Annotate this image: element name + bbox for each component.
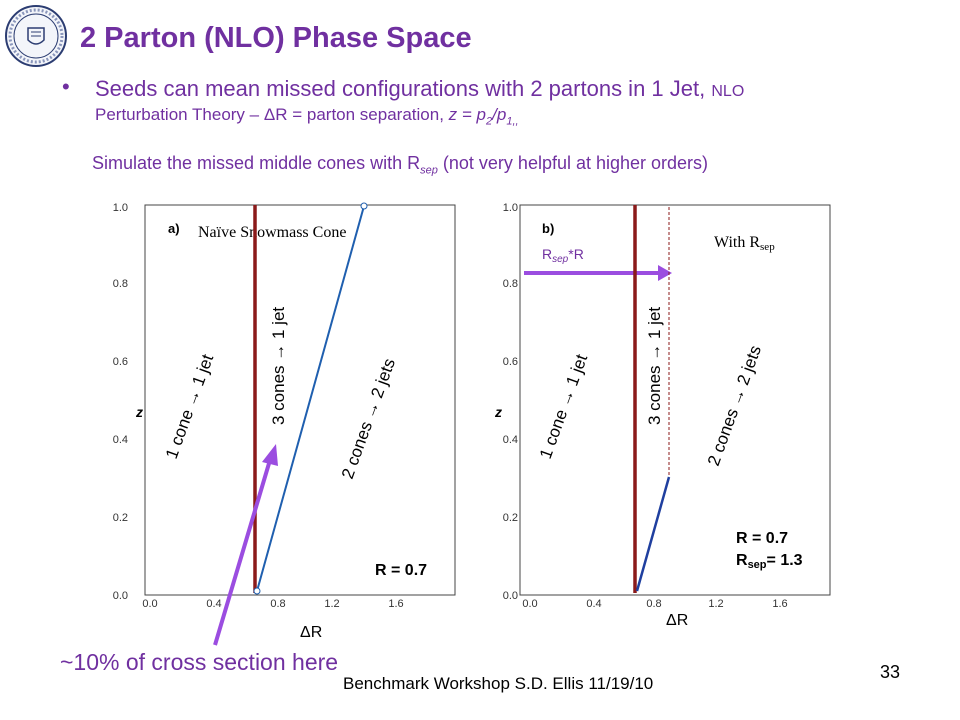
simulate-text: Simulate the missed middle cones with R	[92, 153, 421, 173]
bullet-main-text: Seeds can mean missed configurations wit…	[95, 76, 706, 101]
cross-section-arrow	[213, 444, 278, 646]
plot-b-rsep-sub: sep	[552, 254, 569, 265]
cross-section-arrow-shaft	[213, 459, 272, 646]
plot-b-ytick: 0.0	[503, 590, 518, 602]
page-number: 33	[880, 662, 901, 682]
plot-b-xtick: 0.8	[646, 598, 661, 610]
plot-a-title: Naïve Snowmass Cone	[198, 224, 346, 241]
bullet-marker: •	[62, 74, 70, 99]
plot-b-frame	[519, 204, 831, 596]
bullet-delta-r: ΔR	[263, 105, 288, 124]
plot-b-r-value: R = 0.7	[736, 530, 788, 547]
plot-a-ytick: 0.4	[113, 434, 128, 446]
plot-b-ytick: 0.8	[503, 278, 518, 290]
plot-a-ytick: 0.2	[113, 512, 128, 524]
plot-a-r-value: R = 0.7	[375, 562, 427, 579]
plot-a-ytick: 0.6	[113, 356, 128, 368]
plot-a-xtick: 0.0	[142, 598, 157, 610]
plot-b-xtick: 1.2	[708, 598, 723, 610]
plot-b-diagonal-boundary	[635, 476, 671, 592]
plot-a: z 0.0 0.2 0.4 0.6 0.8 1.0 0.0 0.4 0.8 1.…	[113, 202, 456, 610]
bullet-sub-1: 1,,	[506, 115, 519, 128]
plot-a-endpoint-top	[360, 202, 368, 210]
plot-b-region-3cones: 3 cones → 1 jet	[645, 307, 664, 425]
plot-a-panel-label: a)	[168, 221, 180, 236]
plot-b-rsep-value-sub: sep	[748, 559, 767, 571]
cross-section-note: ~10% of cross section here	[60, 649, 339, 675]
bullet-perturbation-text: Perturbation Theory –	[95, 105, 260, 124]
simulate-line: Simulate the missed middle cones with Rs…	[92, 153, 708, 177]
plot-b-title-main: With R	[714, 234, 760, 251]
plot-b-xtick: 1.6	[772, 598, 787, 610]
plot-a-endpoint-bottom	[253, 587, 261, 595]
plot-b-rsep-label: Rsep*R	[542, 246, 584, 265]
plot-a-ylabel: z	[135, 404, 143, 420]
bullet-slash-p: /p	[492, 105, 507, 124]
university-seal-logo	[5, 5, 67, 67]
bullet-separation-text: = parton separation,	[292, 105, 444, 124]
plot-a-diagonal-boundary	[256, 205, 365, 592]
plot-a-xtick: 0.8	[270, 598, 285, 610]
bullet-nlo-text: NLO	[711, 83, 745, 100]
plot-b-ylabel: z	[494, 404, 502, 420]
plot-b-xtick: 0.4	[586, 598, 601, 610]
slide-footer: Benchmark Workshop S.D. Ellis 11/19/10	[343, 674, 654, 693]
plot-b-title: With Rsep	[714, 234, 775, 253]
plot-a-ytick: 0.8	[113, 278, 128, 290]
simulate-note: (not very helpful at higher orders)	[442, 153, 709, 173]
plot-b-rsep-value: Rsep= 1.3	[736, 552, 803, 571]
plot-b-rsep-value-r: R	[736, 552, 748, 569]
plot-a-xtick: 1.6	[388, 598, 403, 610]
plot-b-rsep-r2: *R	[568, 246, 584, 262]
plot-a-frame	[144, 204, 456, 596]
plot-b-panel-label: b)	[542, 221, 554, 236]
plot-b-ytick: 0.6	[503, 356, 518, 368]
cross-section-arrowhead	[262, 444, 278, 466]
plot-b-rsep-value-num: = 1.3	[767, 552, 803, 569]
bullet-sub-2: 2	[486, 115, 493, 128]
bullet-z-formula: z = p	[448, 105, 487, 124]
plot-a-region-3cones: 3 cones → 1 jet	[269, 307, 288, 425]
plot-b-rsep-r: R	[542, 246, 552, 262]
plot-b-rsep-arrowhead	[658, 265, 672, 281]
plot-a-xtick: 1.2	[324, 598, 339, 610]
plot-b-ytick: 1.0	[503, 202, 518, 214]
plot-a-xlabel: ΔR	[300, 624, 323, 641]
simulate-sep-sub: sep	[420, 164, 438, 177]
slide-title: 2 Parton (NLO) Phase Space	[80, 22, 472, 54]
plot-a-ytick: 1.0	[113, 202, 128, 214]
plot-b-ytick: 0.2	[503, 512, 518, 524]
plot-a-ytick: 0.0	[113, 590, 128, 602]
bullet-text-line2: Perturbation Theory – ΔR = parton separa…	[95, 105, 519, 127]
plot-b-xtick: 0.0	[522, 598, 537, 610]
bullet-text-line1: Seeds can mean missed configurations wit…	[95, 76, 744, 102]
plot-b-ytick: 0.4	[503, 434, 518, 446]
plot-b: z 0.0 0.2 0.4 0.6 0.8 1.0 0.0 0.4 0.8 1.…	[494, 202, 831, 610]
plot-a-xtick: 0.4	[206, 598, 221, 610]
plot-b-title-sub: sep	[760, 241, 775, 253]
plot-b-xlabel: ΔR	[666, 612, 689, 629]
